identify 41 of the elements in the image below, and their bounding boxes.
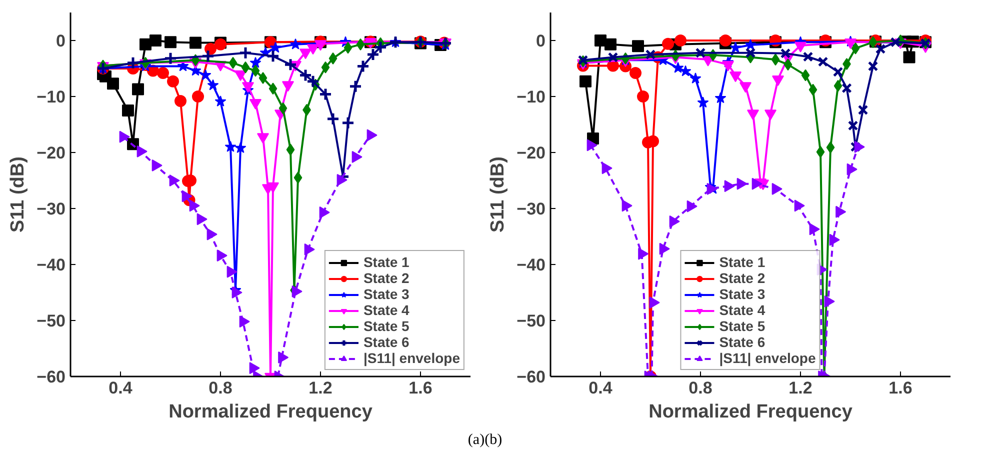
legend-label: State 1 (719, 254, 766, 270)
y-tick-label: −20 (36, 144, 66, 162)
y-axis-title: S11 (dB) (488, 156, 509, 233)
y-tick-label: −40 (516, 256, 546, 274)
x-tick-label: 0.8 (208, 378, 232, 398)
y-tick-label: −10 (36, 88, 66, 106)
x-tick-label: 1.2 (788, 378, 812, 398)
legend-label: State 5 (363, 318, 410, 334)
text: (a)(b) (468, 431, 502, 450)
legend-label: State 5 (719, 318, 766, 334)
legend-label: State 3 (363, 286, 410, 302)
legend-label: State 6 (719, 334, 766, 350)
x-tick-label: 0.8 (688, 378, 712, 398)
legend-label: |S11| envelope (719, 350, 816, 366)
legend-label: State 1 (363, 254, 410, 270)
legend-label: State 4 (363, 302, 410, 318)
y-tick-label: −20 (516, 144, 546, 162)
legend-label: State 3 (719, 286, 766, 302)
y-tick-label: −40 (36, 256, 66, 274)
x-tick-label: 1.6 (408, 378, 432, 398)
y-tick-label: −30 (36, 200, 66, 218)
x-tick-label: 0.4 (588, 378, 613, 398)
x-axis-title: Normalized Frequency (168, 402, 373, 422)
y-tick-label: −10 (516, 88, 546, 106)
y-tick-label: 0 (536, 32, 546, 50)
legend-label: |S11| envelope (363, 350, 460, 366)
y-tick-label: −50 (516, 312, 546, 330)
legend-label: State 2 (719, 270, 766, 286)
x-tick-label: 1.2 (308, 378, 332, 398)
legend-label: State 6 (363, 334, 410, 350)
y-tick-label: −50 (36, 312, 66, 330)
x-tick-label: 1.6 (888, 378, 912, 398)
y-tick-label: −60 (516, 368, 546, 386)
y-tick-label: −60 (36, 368, 66, 386)
legend-label: State 4 (719, 302, 766, 318)
y-tick-label: 0 (56, 32, 66, 50)
y-tick-label: −30 (516, 200, 546, 218)
y-axis-title: S11 (dB) (8, 156, 29, 233)
legend-label: State 2 (363, 270, 410, 286)
x-tick-label: 0.4 (108, 378, 133, 398)
x-axis-title: Normalized Frequency (648, 402, 853, 422)
